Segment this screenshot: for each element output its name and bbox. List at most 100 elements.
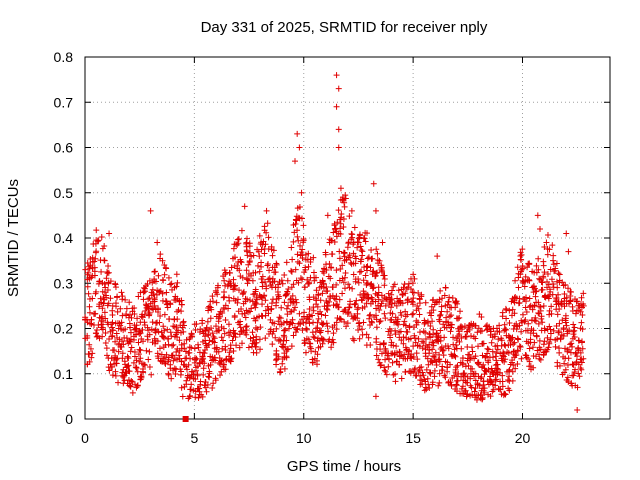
data-point xyxy=(389,310,396,317)
data-point xyxy=(285,325,292,332)
data-point xyxy=(372,273,379,280)
data-point xyxy=(181,340,188,347)
data-point xyxy=(535,255,542,262)
data-point xyxy=(310,294,317,301)
y-tick-label: 0.6 xyxy=(54,140,74,156)
data-point xyxy=(472,385,479,392)
data-point xyxy=(152,337,159,344)
data-point xyxy=(135,351,142,358)
data-point xyxy=(570,372,577,379)
data-point xyxy=(103,275,110,282)
data-point xyxy=(542,348,549,355)
data-point xyxy=(459,383,466,390)
data-point xyxy=(348,207,355,214)
data-point xyxy=(222,346,229,353)
data-point xyxy=(105,262,112,269)
data-point xyxy=(416,329,423,336)
data-point xyxy=(234,241,241,248)
data-point xyxy=(360,235,367,242)
data-point xyxy=(357,243,364,250)
data-point xyxy=(509,306,516,313)
data-point xyxy=(86,358,93,365)
data-point xyxy=(476,382,483,389)
data-point xyxy=(314,361,321,368)
y-tick-label: 0.1 xyxy=(54,366,74,382)
data-point xyxy=(101,257,108,264)
data-point xyxy=(533,333,540,340)
data-point xyxy=(213,299,220,306)
data-point xyxy=(421,387,428,394)
data-point xyxy=(132,364,139,371)
data-point xyxy=(84,283,91,290)
data-point xyxy=(574,384,581,391)
data-point xyxy=(302,266,309,273)
data-point xyxy=(410,354,417,361)
data-point xyxy=(341,274,348,281)
data-point xyxy=(537,346,544,353)
data-point xyxy=(407,370,414,377)
data-point xyxy=(449,295,456,302)
data-point xyxy=(427,323,434,330)
data-point xyxy=(157,312,164,319)
data-point xyxy=(327,293,334,300)
data-point xyxy=(134,368,141,375)
data-point xyxy=(335,126,342,133)
data-point xyxy=(569,361,576,368)
data-point xyxy=(313,287,320,294)
data-point xyxy=(493,369,500,376)
data-point xyxy=(293,299,300,306)
data-point xyxy=(398,286,405,293)
data-point xyxy=(533,353,540,360)
data-point xyxy=(262,241,269,248)
data-point xyxy=(422,335,429,342)
data-point xyxy=(187,355,194,362)
data-point xyxy=(336,248,343,255)
data-point xyxy=(317,308,324,315)
axis-ticks: 0 0.1 0.2 0.3 0.4 0.5 0.6 0.7 0.8 0 5 10 15 20 xyxy=(54,49,610,446)
data-point xyxy=(99,245,106,252)
data-point xyxy=(339,290,346,297)
data-point xyxy=(101,309,108,316)
data-point xyxy=(293,277,300,284)
data-point xyxy=(336,296,343,303)
data-point xyxy=(580,302,587,309)
data-point xyxy=(458,326,465,333)
data-point xyxy=(426,385,433,392)
data-point xyxy=(372,207,379,214)
data-point xyxy=(561,360,568,367)
data-point xyxy=(550,257,557,264)
data-point xyxy=(563,294,570,301)
data-point xyxy=(244,296,251,303)
data-point xyxy=(433,330,440,337)
data-point xyxy=(544,334,551,341)
data-point xyxy=(119,350,126,357)
data-point xyxy=(518,256,525,263)
data-point xyxy=(249,329,256,336)
data-point xyxy=(524,277,531,284)
data-point xyxy=(323,320,330,327)
data-point xyxy=(250,252,257,259)
data-point xyxy=(503,326,510,333)
data-point xyxy=(489,381,496,388)
data-point xyxy=(522,316,529,323)
data-point xyxy=(382,315,389,322)
data-point xyxy=(271,278,278,285)
data-point xyxy=(337,315,344,322)
data-point xyxy=(192,327,199,334)
data-point xyxy=(121,372,128,379)
data-point xyxy=(131,311,138,318)
data-point xyxy=(207,315,214,322)
data-point xyxy=(314,303,321,310)
data-point xyxy=(540,274,547,281)
data-point xyxy=(560,282,567,289)
x-tick-label: 20 xyxy=(515,430,531,446)
data-point xyxy=(206,370,213,377)
data-point xyxy=(284,346,291,353)
data-point xyxy=(426,330,433,337)
data-point xyxy=(455,370,462,377)
data-point xyxy=(98,321,105,328)
data-point xyxy=(94,238,101,245)
data-point xyxy=(174,356,181,363)
data-point xyxy=(342,270,349,277)
data-point xyxy=(305,336,312,343)
